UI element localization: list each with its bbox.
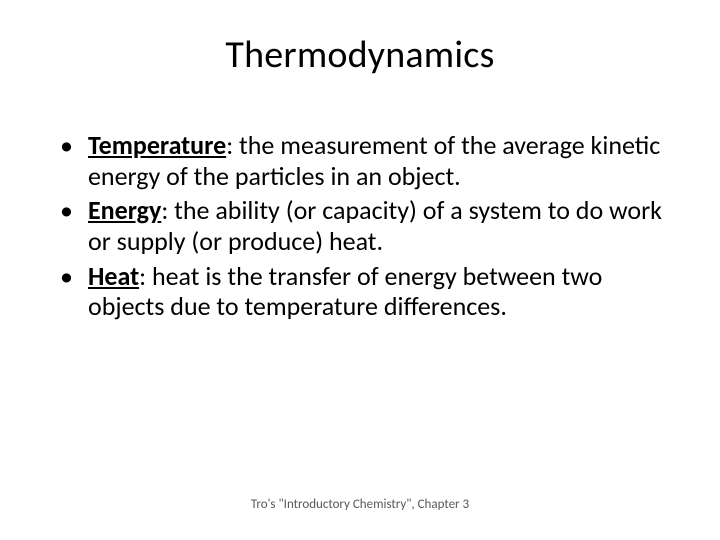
slide: Thermodynamics Temperature: the measurem… <box>0 0 720 540</box>
bullet-list: Temperature: the measurement of the aver… <box>58 130 662 322</box>
term-label: Energy <box>88 194 161 226</box>
term-label: Temperature <box>88 129 226 161</box>
list-item: Energy: the ability (or capacity) of a s… <box>88 195 662 256</box>
list-item: Temperature: the measurement of the aver… <box>88 130 662 191</box>
term-label: Heat <box>88 260 139 292</box>
term-definition: : the ability (or capacity) of a system … <box>88 194 662 257</box>
footer-citation: Tro's "Introductory Chemistry", Chapter … <box>0 497 720 512</box>
list-item: Heat: heat is the transfer of energy bet… <box>88 261 662 322</box>
term-definition: : heat is the transfer of energy between… <box>88 260 602 323</box>
slide-title: Thermodynamics <box>58 32 662 78</box>
